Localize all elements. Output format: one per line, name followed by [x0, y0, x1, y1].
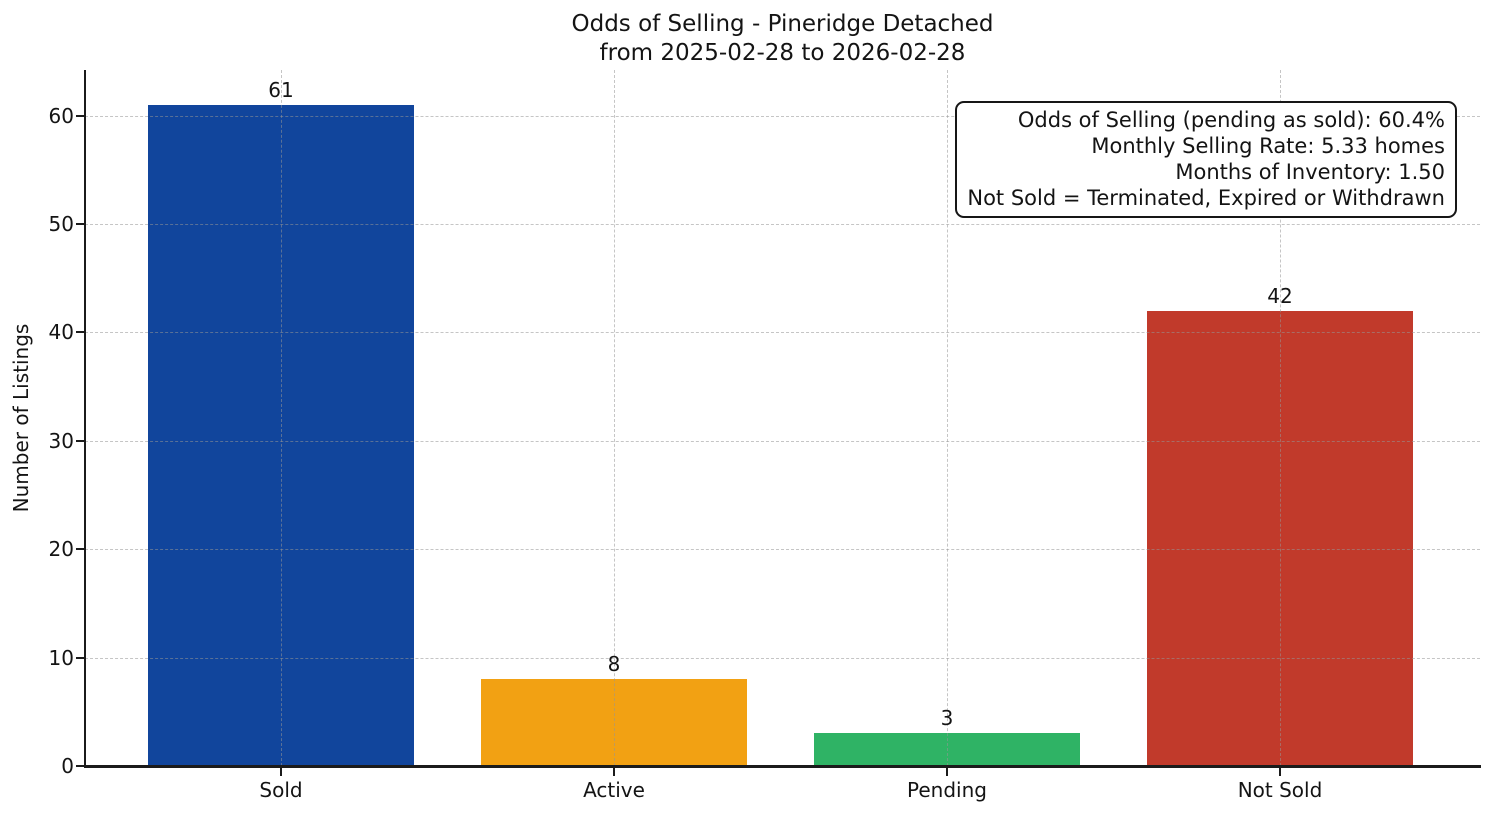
x-tick-mark — [1279, 767, 1281, 776]
y-tick-mark — [76, 439, 85, 442]
y-tick-label: 0 — [61, 754, 74, 778]
bar-value-label: 61 — [268, 77, 294, 102]
x-tick-label: Active — [583, 778, 645, 802]
vertical-gridline — [281, 70, 282, 766]
x-tick-label: Sold — [259, 778, 303, 802]
y-tick-mark — [76, 114, 85, 117]
y-tick-label: 50 — [48, 211, 74, 236]
y-tick-label: 10 — [48, 645, 74, 670]
annotation-line-not-sold-note: Not Sold = Terminated, Expired or Withdr… — [967, 186, 1445, 210]
stats-annotation-box: Odds of Selling (pending as sold): 60.4%… — [955, 101, 1457, 218]
vertical-gridline — [947, 70, 948, 766]
y-tick-label: 60 — [48, 103, 74, 128]
bar-value-label: 3 — [940, 706, 954, 731]
chart-subtitle: from 2025-02-28 to 2026-02-28 — [599, 40, 966, 66]
x-tick-mark — [946, 767, 948, 776]
x-tick-mark — [280, 767, 282, 776]
x-tick-label: Pending — [907, 778, 987, 802]
y-tick-mark — [76, 548, 85, 551]
horizontal-gridline — [85, 332, 1480, 334]
vertical-gridline — [1280, 70, 1281, 766]
y-tick-label: 40 — [48, 320, 74, 345]
chart-title: Odds of Selling - Pineridge Detached — [571, 11, 994, 37]
y-tick-mark — [76, 222, 85, 225]
y-tick-mark — [76, 656, 85, 659]
bar-value-label: 8 — [607, 652, 621, 677]
y-tick-label: 30 — [48, 428, 74, 453]
annotation-line-monthly-rate: Monthly Selling Rate: 5.33 homes — [1091, 134, 1445, 158]
y-tick-mark — [76, 331, 85, 334]
vertical-gridline — [614, 70, 615, 766]
horizontal-gridline — [85, 440, 1480, 442]
horizontal-gridline — [85, 657, 1480, 659]
x-tick-label: Not Sold — [1237, 778, 1323, 802]
chart-title-block: Odds of Selling - Pineridge Detached fro… — [85, 10, 1480, 68]
y-tick-mark — [76, 765, 85, 767]
bar-value-label: 42 — [1267, 283, 1293, 308]
x-tick-mark — [613, 767, 615, 776]
y-axis-spine — [84, 70, 86, 768]
horizontal-gridline — [85, 549, 1480, 551]
horizontal-gridline — [85, 223, 1480, 225]
annotation-line-months-inventory: Months of Inventory: 1.50 — [1175, 160, 1445, 184]
x-axis-spine — [84, 765, 1481, 768]
y-tick-label: 20 — [48, 537, 74, 562]
y-axis-label: Number of Listings — [9, 323, 33, 513]
horizontal-gridline — [85, 115, 1480, 117]
annotation-line-odds: Odds of Selling (pending as sold): 60.4% — [1017, 108, 1445, 132]
